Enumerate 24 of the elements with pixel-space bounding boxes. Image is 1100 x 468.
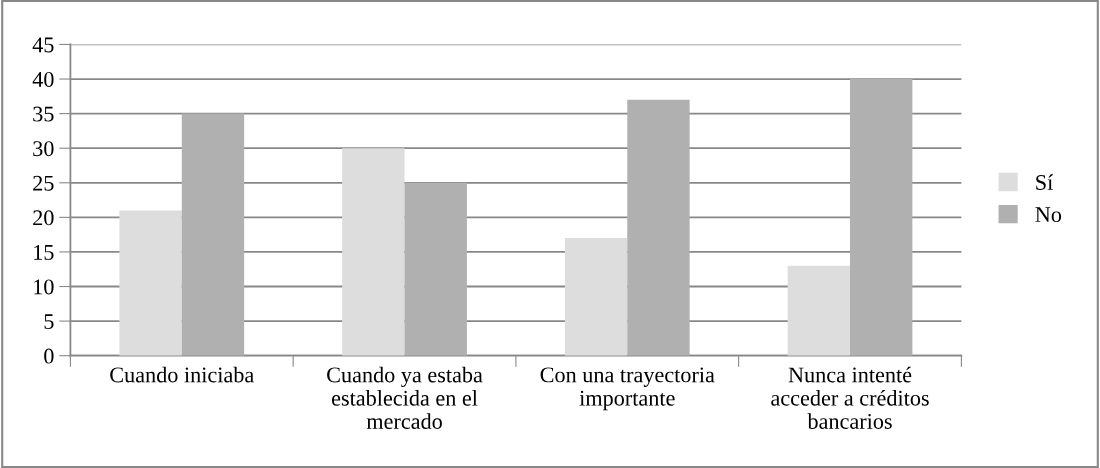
y-tick-label: 10 xyxy=(34,279,54,295)
bar xyxy=(404,182,467,356)
y-tick-label: 30 xyxy=(33,141,54,157)
legend-label: No xyxy=(1035,207,1062,223)
bar xyxy=(850,79,913,356)
y-tick-label: 0 xyxy=(44,348,54,364)
bar xyxy=(627,99,690,356)
x-tick-label: Con una trayectoria importante xyxy=(540,367,715,411)
bar xyxy=(181,113,245,356)
bar xyxy=(787,265,851,356)
legend-label: Sí xyxy=(1036,174,1054,190)
bar xyxy=(119,210,182,356)
x-tick-label: Cuando iniciaba xyxy=(110,366,254,383)
y-tick-label: 5 xyxy=(44,314,54,330)
y-tick-label: 25 xyxy=(33,175,54,191)
y-tick-label: 20 xyxy=(33,210,54,226)
y-tick-label: 35 xyxy=(33,106,54,122)
bar xyxy=(564,238,628,356)
y-tick-label: 45 xyxy=(32,37,54,53)
x-tick-label: Cuando ya estaba establecida en el mercado xyxy=(327,366,483,429)
x-tick-label: Nunca intenté acceder a créditos bancarios xyxy=(771,366,929,429)
bar xyxy=(342,148,405,356)
y-tick-label: 40 xyxy=(32,71,54,87)
y-tick-label: 15 xyxy=(34,244,54,260)
